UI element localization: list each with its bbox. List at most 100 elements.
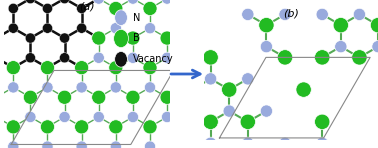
Circle shape [92, 31, 106, 45]
Circle shape [222, 82, 237, 97]
Circle shape [93, 52, 104, 63]
Text: Vacancy: Vacancy [133, 54, 173, 64]
Circle shape [167, 137, 180, 148]
Circle shape [59, 111, 70, 123]
Circle shape [204, 137, 217, 148]
Circle shape [242, 73, 254, 85]
Circle shape [0, 53, 1, 63]
Circle shape [127, 111, 139, 123]
Circle shape [25, 53, 36, 63]
Circle shape [0, 111, 2, 123]
Circle shape [316, 8, 328, 21]
Circle shape [203, 50, 218, 65]
Circle shape [144, 141, 156, 148]
Circle shape [93, 111, 104, 123]
Text: (a): (a) [79, 1, 95, 12]
Circle shape [109, 61, 123, 75]
Circle shape [333, 17, 349, 33]
Circle shape [186, 105, 198, 117]
Circle shape [25, 111, 36, 123]
Text: B: B [133, 33, 139, 44]
Circle shape [353, 8, 366, 21]
Circle shape [314, 114, 330, 130]
Circle shape [8, 3, 19, 13]
Circle shape [57, 90, 71, 104]
Circle shape [160, 31, 174, 45]
Circle shape [314, 50, 330, 65]
Circle shape [109, 120, 123, 134]
Circle shape [194, 31, 208, 45]
Circle shape [178, 82, 190, 93]
Circle shape [184, 82, 200, 97]
Circle shape [211, 1, 225, 16]
Circle shape [143, 1, 157, 16]
Circle shape [177, 1, 191, 16]
Circle shape [114, 29, 129, 48]
Circle shape [161, 0, 173, 4]
Circle shape [6, 120, 20, 134]
Circle shape [40, 120, 54, 134]
Circle shape [74, 61, 89, 75]
Circle shape [144, 82, 156, 93]
Circle shape [8, 82, 19, 93]
Circle shape [316, 137, 328, 148]
Circle shape [240, 114, 256, 130]
Circle shape [242, 8, 254, 21]
Circle shape [222, 146, 237, 148]
Circle shape [260, 41, 273, 53]
Circle shape [177, 61, 191, 75]
Circle shape [42, 3, 53, 13]
Circle shape [59, 33, 70, 43]
Circle shape [279, 137, 291, 148]
Circle shape [74, 120, 89, 134]
Circle shape [296, 82, 311, 97]
Circle shape [203, 114, 218, 130]
Circle shape [109, 1, 123, 16]
Circle shape [115, 52, 127, 67]
Circle shape [126, 90, 140, 104]
Circle shape [115, 10, 127, 25]
Text: (b): (b) [283, 9, 299, 19]
Circle shape [110, 82, 121, 93]
Circle shape [230, 0, 241, 4]
Circle shape [223, 105, 235, 117]
Circle shape [296, 146, 311, 148]
Circle shape [42, 82, 53, 93]
Circle shape [76, 141, 87, 148]
Circle shape [8, 23, 19, 33]
Circle shape [370, 17, 378, 33]
Circle shape [0, 33, 1, 43]
Circle shape [42, 23, 53, 33]
Circle shape [184, 146, 200, 148]
Circle shape [204, 73, 217, 85]
Circle shape [93, 0, 104, 4]
Circle shape [178, 22, 190, 34]
Circle shape [161, 111, 173, 123]
Circle shape [0, 90, 3, 104]
Circle shape [260, 105, 273, 117]
Circle shape [110, 141, 121, 148]
Circle shape [147, 146, 163, 148]
Circle shape [259, 17, 274, 33]
Circle shape [213, 22, 224, 34]
Text: N: N [133, 13, 140, 23]
Circle shape [277, 50, 293, 65]
Circle shape [25, 33, 36, 43]
Circle shape [196, 0, 207, 4]
Circle shape [166, 114, 181, 130]
Circle shape [8, 141, 19, 148]
Circle shape [352, 50, 367, 65]
Circle shape [335, 41, 347, 53]
Circle shape [127, 52, 139, 63]
Circle shape [259, 146, 274, 148]
Circle shape [143, 120, 157, 134]
Circle shape [372, 41, 378, 53]
Circle shape [110, 22, 121, 34]
Circle shape [161, 52, 173, 63]
Circle shape [242, 137, 254, 148]
Circle shape [59, 0, 70, 4]
Circle shape [127, 0, 139, 4]
Circle shape [6, 61, 20, 75]
Circle shape [160, 90, 174, 104]
Circle shape [77, 3, 87, 13]
